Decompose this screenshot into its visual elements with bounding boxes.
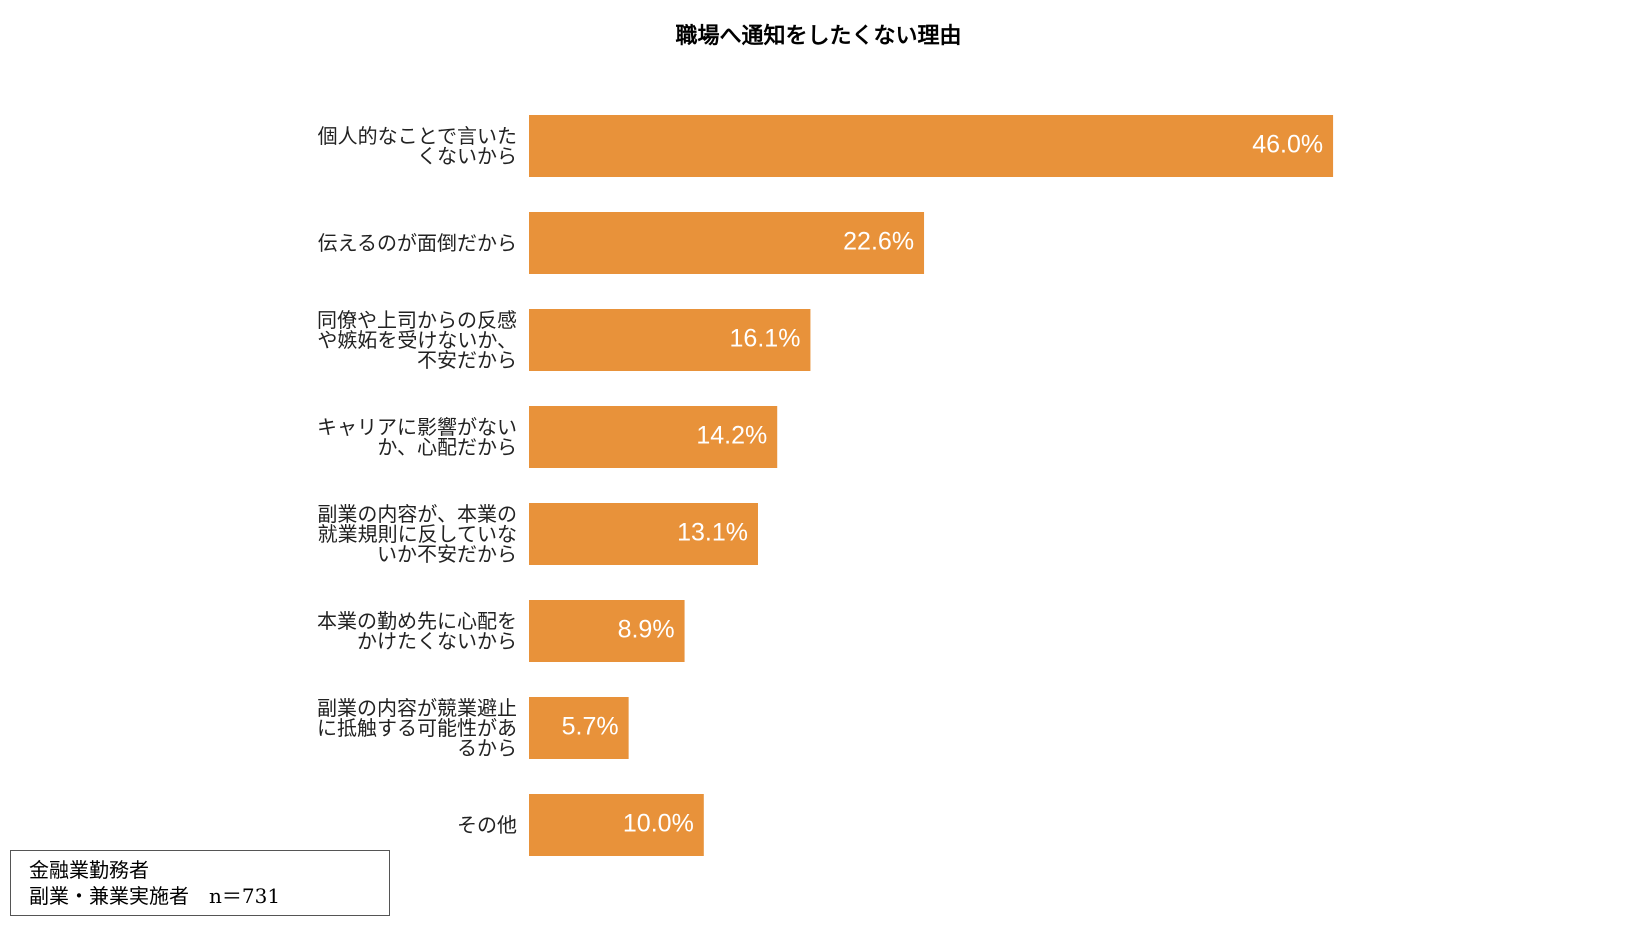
category-label: 同僚や上司からの反感や嫉妬を受けないか、不安だから <box>317 308 517 372</box>
bar <box>529 600 685 662</box>
note-line: 副業・兼業実施者 n＝731 <box>29 884 281 908</box>
bar <box>529 406 778 468</box>
value-label: 5.7% <box>562 713 619 741</box>
value-label: 10.0% <box>623 810 694 838</box>
bar <box>529 115 1334 177</box>
category-label: 個人的なことで言いたくないから <box>317 124 517 168</box>
value-label: 8.9% <box>618 616 675 644</box>
bar <box>529 697 629 759</box>
bar <box>529 212 925 274</box>
value-label: 46.0% <box>1252 131 1323 159</box>
note-box: 金融業勤務者 副業・兼業実施者 n＝731 <box>10 850 390 916</box>
value-label: 16.1% <box>730 325 801 353</box>
chart-title: 職場へ通知をしたくない理由 <box>675 23 962 49</box>
bar <box>529 794 704 856</box>
category-label: 伝えるのが面倒だから <box>317 231 517 255</box>
bar <box>529 503 758 565</box>
value-label: 22.6% <box>843 228 914 256</box>
category-label: 副業の内容が競業避止に抵触する可能性があるから <box>317 696 517 760</box>
bar <box>529 309 811 371</box>
category-label: 本業の勤め先に心配をかけたくないから <box>317 609 517 653</box>
category-label: キャリアに影響がないか、心配だから <box>317 415 517 459</box>
category-label: その他 <box>457 813 517 837</box>
note-line: 金融業勤務者 <box>29 858 149 882</box>
category-label: 副業の内容が、本業の就業規則に反していないか不安だから <box>317 502 517 566</box>
value-label: 13.1% <box>677 519 748 547</box>
value-label: 14.2% <box>696 422 767 450</box>
